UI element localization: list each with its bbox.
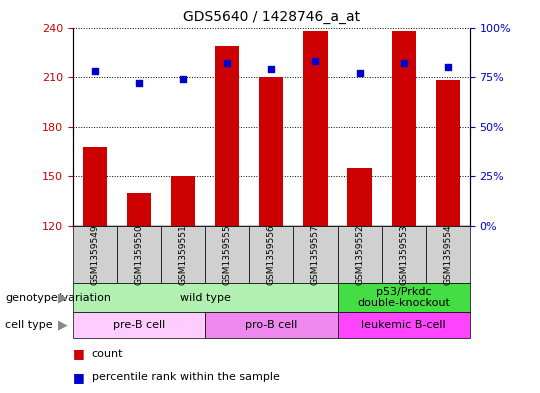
Text: wild type: wild type [180, 293, 231, 303]
Text: genotype/variation: genotype/variation [5, 293, 111, 303]
Point [443, 64, 452, 70]
Text: pro-B cell: pro-B cell [245, 320, 298, 330]
Text: ■: ■ [73, 371, 85, 384]
Bar [392, 31, 416, 226]
Bar [259, 77, 284, 226]
Point [311, 58, 320, 64]
Text: GSM1359551: GSM1359551 [179, 224, 188, 285]
Text: ■: ■ [73, 347, 85, 360]
Text: GSM1359550: GSM1359550 [134, 224, 144, 285]
Point [355, 70, 364, 76]
Text: GSM1359555: GSM1359555 [223, 224, 232, 285]
Text: GSM1359556: GSM1359556 [267, 224, 276, 285]
Text: GSM1359549: GSM1359549 [91, 224, 99, 285]
Bar [347, 168, 372, 226]
Bar [215, 46, 239, 226]
Bar [171, 176, 195, 226]
Point [267, 66, 275, 72]
Bar [127, 193, 151, 226]
Text: cell type: cell type [5, 320, 53, 330]
Bar [303, 31, 328, 226]
Point [91, 68, 99, 74]
Text: ▶: ▶ [58, 291, 68, 304]
Text: GSM1359553: GSM1359553 [399, 224, 408, 285]
Text: pre-B cell: pre-B cell [113, 320, 165, 330]
Point [179, 76, 187, 82]
Text: GSM1359557: GSM1359557 [311, 224, 320, 285]
Text: percentile rank within the sample: percentile rank within the sample [92, 372, 280, 382]
Text: count: count [92, 349, 123, 359]
Text: GSM1359554: GSM1359554 [443, 224, 452, 285]
Text: ▶: ▶ [58, 319, 68, 332]
Point [135, 80, 144, 86]
Point [399, 60, 408, 66]
Text: GSM1359552: GSM1359552 [355, 224, 364, 285]
Text: leukemic B-cell: leukemic B-cell [361, 320, 446, 330]
Bar [436, 81, 460, 226]
Point [223, 60, 232, 66]
Text: p53/Prkdc
double-knockout: p53/Prkdc double-knockout [357, 287, 450, 309]
Title: GDS5640 / 1428746_a_at: GDS5640 / 1428746_a_at [183, 10, 360, 24]
Bar [83, 147, 107, 226]
